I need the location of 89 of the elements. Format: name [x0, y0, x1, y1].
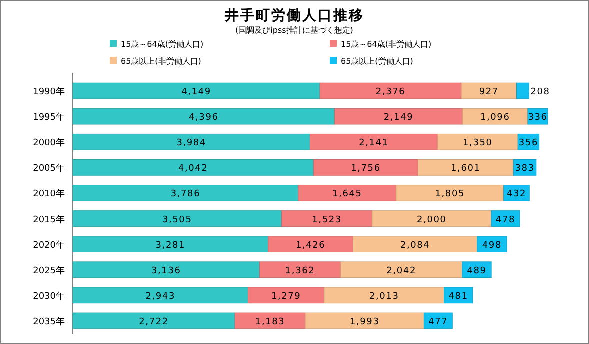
data-label: 336: [528, 113, 548, 124]
data-label: 1,279: [271, 292, 302, 302]
data-label: 3,505: [162, 215, 192, 226]
data-label: 1,183: [255, 317, 286, 328]
bar: [72, 210, 282, 227]
data-label: 4,149: [182, 88, 212, 98]
legend-label: 65歳以上(労働人口): [341, 57, 414, 66]
data-label: 2,722: [139, 317, 169, 328]
bar: [234, 312, 306, 330]
data-label: 4,042: [178, 164, 208, 174]
bar: [418, 160, 514, 176]
y-tick-label: 2020年: [33, 240, 65, 251]
data-label: 1,756: [351, 164, 381, 174]
y-tick-label: 2025年: [33, 265, 65, 276]
data-label: 927: [479, 88, 499, 98]
data-label: 1,645: [332, 190, 362, 200]
data-label: 3,786: [170, 190, 201, 200]
data-label: 489: [467, 266, 487, 276]
y-tick-label: 2010年: [33, 188, 65, 200]
bar: [72, 262, 260, 278]
data-label: 4,396: [189, 113, 219, 124]
chart-subtitle: (国調及びipss推計に基づく想定): [236, 26, 354, 35]
bar: [72, 82, 320, 100]
bar: [353, 236, 478, 252]
bar: [334, 108, 463, 125]
data-label: 383: [515, 164, 535, 174]
data-label: 2,149: [384, 113, 414, 124]
y-tick-label: 2035年: [33, 316, 65, 328]
data-label: 2,084: [400, 240, 430, 251]
data-label: 1,426: [296, 240, 326, 251]
bar: [396, 185, 504, 202]
data-label: 2,943: [146, 292, 176, 302]
bar: [310, 134, 438, 150]
bar: [72, 287, 248, 304]
y-tick-label: 1990年: [33, 86, 65, 98]
bar: [298, 185, 397, 202]
data-label: 481: [448, 292, 468, 302]
bar: [72, 185, 299, 202]
data-label: 1,993: [350, 317, 380, 328]
data-label: 1,601: [451, 164, 481, 174]
data-label: 1,805: [435, 190, 466, 200]
bar: [491, 210, 520, 227]
bar: [72, 236, 269, 252]
data-label: 208: [530, 88, 550, 98]
data-label: 432: [506, 190, 527, 200]
bar: [72, 160, 314, 176]
bar: [462, 108, 528, 125]
bar: [72, 134, 310, 150]
y-tick-label: 2005年: [33, 163, 65, 174]
y-tick-label: 1995年: [33, 112, 65, 124]
data-label: 2,013: [369, 292, 400, 302]
y-tick-label: 2015年: [33, 214, 65, 226]
bar: [437, 134, 518, 150]
data-label: 1,350: [463, 138, 493, 149]
data-label: 1,523: [312, 215, 342, 226]
bar: [268, 236, 354, 252]
bar: [281, 210, 373, 227]
legend-label: 15歳～64歳(労働人口): [121, 40, 204, 49]
bar: [72, 108, 336, 125]
data-label: 1,362: [285, 266, 316, 276]
bar: [305, 312, 424, 330]
data-label: 2,376: [376, 88, 406, 98]
legend-label: 15歳～64歳(非労働人口): [341, 40, 432, 49]
bar: [259, 262, 342, 278]
data-label: 477: [428, 317, 448, 328]
y-tick-label: 2030年: [33, 290, 65, 302]
bar: [248, 287, 325, 304]
data-label: 2,141: [359, 138, 389, 149]
data-label: 3,281: [156, 240, 186, 251]
bar: [324, 287, 445, 304]
chart-title: 井手町労働人口推移: [224, 7, 364, 24]
bar: [72, 312, 236, 330]
data-label: 356: [518, 138, 539, 149]
bar: [372, 210, 492, 227]
data-label: 2,000: [417, 215, 447, 226]
bar: [320, 82, 462, 100]
data-label: 498: [482, 240, 502, 251]
data-label: 478: [496, 215, 516, 226]
legend-label: 65歳以上(非労働人口): [121, 57, 202, 66]
data-label: 3,136: [151, 266, 182, 276]
bar: [313, 160, 418, 176]
data-label: 2,042: [386, 266, 417, 276]
y-tick-label: 2000年: [33, 138, 65, 149]
bar: [340, 262, 463, 278]
data-label: 1,096: [480, 113, 510, 124]
bar: [516, 82, 530, 100]
data-label: 3,984: [176, 138, 206, 149]
bar: [461, 82, 517, 100]
bar: [424, 312, 453, 330]
